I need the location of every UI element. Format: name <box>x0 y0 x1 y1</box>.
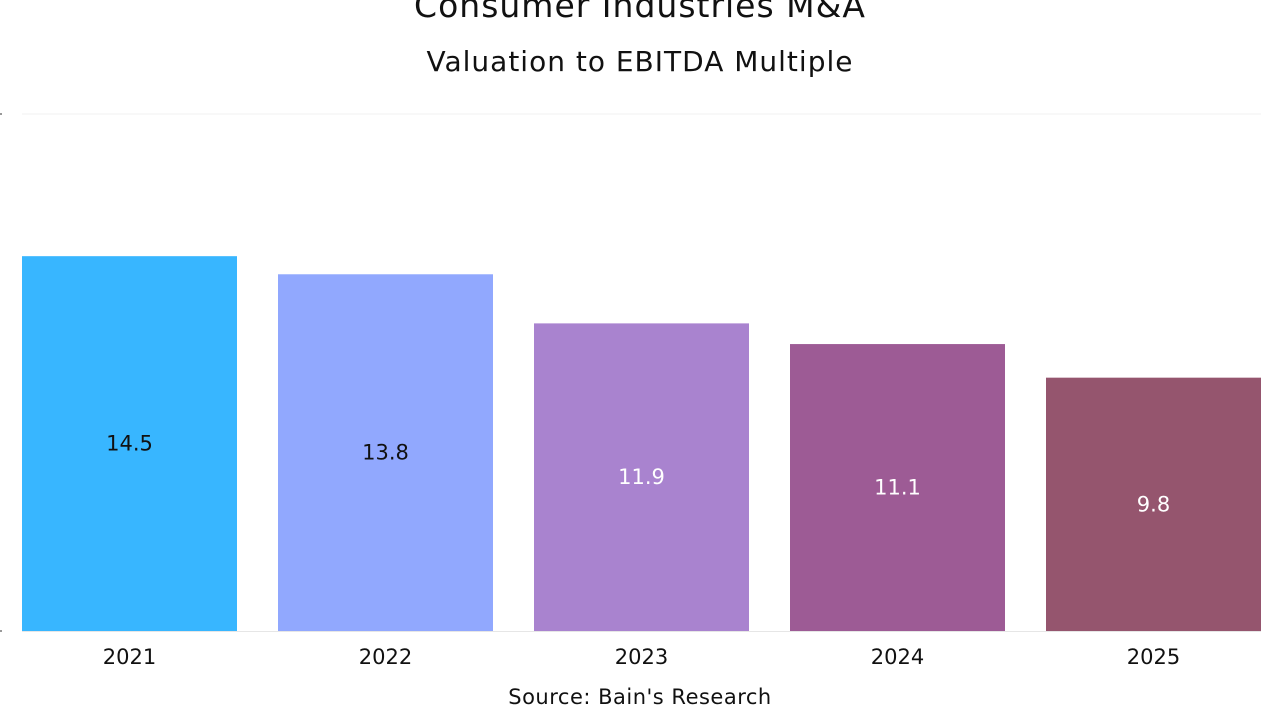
data-label-2024: 11.1 <box>874 476 921 500</box>
x-tick-label-2025: 2025 <box>1127 645 1180 669</box>
chart-subtitle: Valuation to EBITDA Multiple <box>426 45 854 78</box>
data-label-2025: 9.8 <box>1137 492 1170 516</box>
chart-title: Consumer Industries M&A <box>414 0 866 25</box>
x-tick-layer: 2021 2022 2023 2024 2025 <box>103 645 1180 669</box>
bar-layer <box>22 256 1261 631</box>
chart-source: Source: Bain's Research <box>508 685 772 709</box>
bar-2021 <box>22 256 237 631</box>
bar-2024 <box>790 344 1005 631</box>
data-label-2021: 14.5 <box>106 432 153 456</box>
bar-2023 <box>534 323 749 631</box>
x-tick-label-2021: 2021 <box>103 645 156 669</box>
bar-2025 <box>1046 377 1261 631</box>
grid-layer <box>0 113 1261 632</box>
x-tick-label-2022: 2022 <box>359 645 412 669</box>
data-label-2023: 11.9 <box>618 465 665 489</box>
x-tick-label-2024: 2024 <box>871 645 924 669</box>
y-tick-mark-bottom <box>0 630 2 632</box>
x-tick-label-2023: 2023 <box>615 645 668 669</box>
data-label-2022: 13.8 <box>362 441 409 465</box>
data-label-layer: 14.5 13.8 11.9 11.1 9.8 <box>106 432 1170 517</box>
bar-2022 <box>278 274 493 631</box>
y-tick-mark-top <box>0 113 2 115</box>
